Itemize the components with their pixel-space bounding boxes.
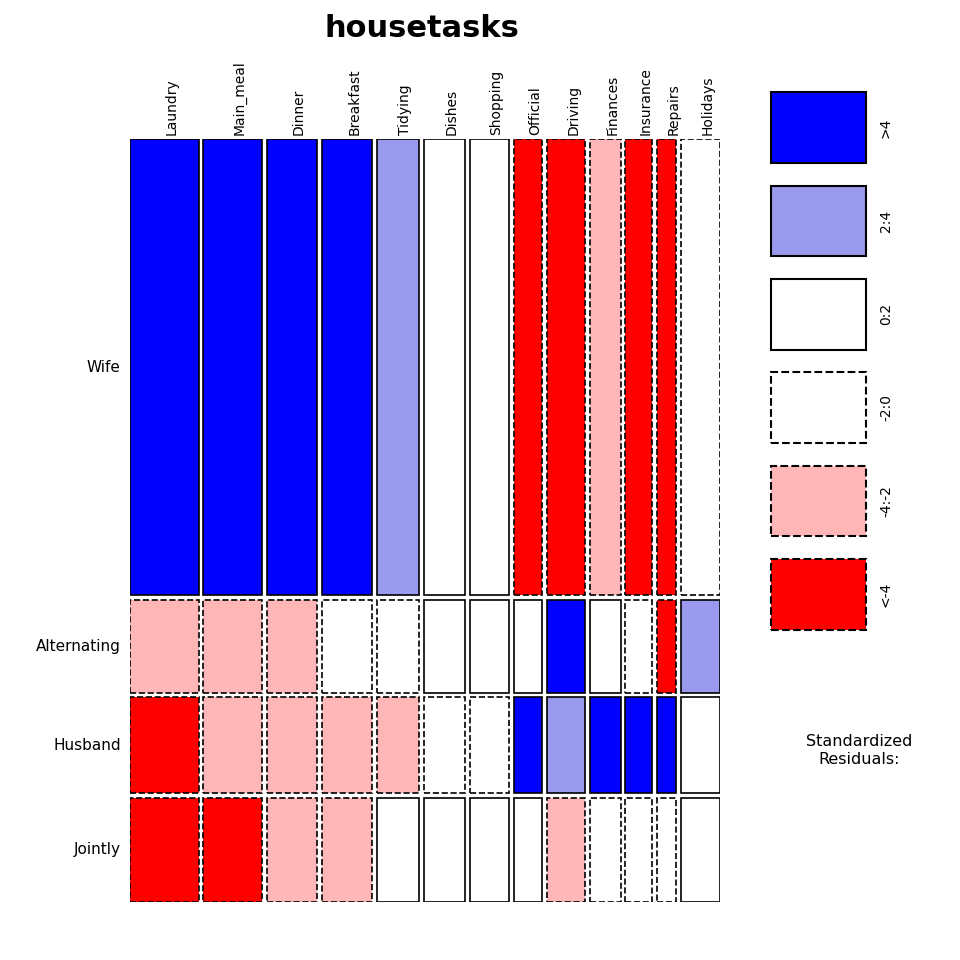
Bar (771, 559, 866, 630)
Bar (130, 698, 199, 793)
Bar (681, 139, 720, 595)
Text: Insurance: Insurance (638, 67, 653, 135)
Bar (267, 798, 318, 902)
Text: Wife: Wife (86, 360, 121, 374)
Bar (377, 798, 420, 902)
Bar (590, 139, 620, 595)
Bar (322, 600, 372, 693)
Bar (469, 698, 510, 793)
Bar (590, 798, 620, 902)
Bar (514, 698, 542, 793)
Bar (204, 798, 262, 902)
Bar (658, 698, 676, 793)
Bar (377, 698, 420, 793)
Bar (514, 600, 542, 693)
Bar (590, 600, 620, 693)
Bar (771, 92, 866, 163)
Text: Standardized
Residuals:: Standardized Residuals: (806, 734, 912, 767)
Text: -2:0: -2:0 (879, 395, 893, 421)
Bar (547, 600, 586, 693)
Text: >4: >4 (879, 117, 893, 137)
Bar (625, 798, 653, 902)
Text: Dishes: Dishes (444, 89, 459, 135)
Bar (469, 798, 510, 902)
Bar (590, 698, 620, 793)
Bar (658, 600, 676, 693)
Bar (514, 139, 542, 595)
Bar (377, 600, 420, 693)
Bar (771, 185, 866, 256)
Text: Main_meal: Main_meal (232, 60, 247, 135)
Bar (681, 698, 720, 793)
Bar (204, 139, 262, 595)
Bar (423, 600, 465, 693)
Bar (625, 139, 653, 595)
Bar (625, 600, 653, 693)
Bar (322, 698, 372, 793)
Bar (681, 600, 720, 693)
Bar (322, 798, 372, 902)
Text: Shopping: Shopping (490, 70, 504, 135)
Text: Tidying: Tidying (398, 84, 412, 135)
Text: -4:-2: -4:-2 (879, 485, 893, 517)
Text: Jointly: Jointly (74, 843, 121, 857)
Bar (547, 798, 586, 902)
Bar (130, 600, 199, 693)
Text: Holidays: Holidays (701, 76, 714, 135)
Text: Laundry: Laundry (164, 79, 179, 135)
Bar (204, 600, 262, 693)
Text: housetasks: housetasks (325, 14, 519, 43)
Text: <-4: <-4 (879, 582, 893, 607)
Text: Husband: Husband (53, 737, 121, 753)
Bar (267, 139, 318, 595)
Text: 0:2: 0:2 (879, 303, 893, 325)
Text: Official: Official (528, 86, 542, 135)
Bar (658, 139, 676, 595)
Bar (681, 798, 720, 902)
Bar (469, 139, 510, 595)
Text: Alternating: Alternating (36, 639, 121, 654)
Bar (771, 279, 866, 349)
Bar (547, 698, 586, 793)
Bar (625, 698, 653, 793)
Bar (469, 600, 510, 693)
Bar (204, 698, 262, 793)
Text: Repairs: Repairs (666, 84, 681, 135)
Bar (267, 698, 318, 793)
Text: 2:4: 2:4 (879, 210, 893, 232)
Text: Finances: Finances (606, 75, 619, 135)
Bar (377, 139, 420, 595)
Bar (423, 698, 465, 793)
Bar (547, 139, 586, 595)
Bar (658, 798, 676, 902)
Bar (130, 139, 199, 595)
Text: Dinner: Dinner (292, 89, 306, 135)
Bar (267, 600, 318, 693)
Bar (423, 139, 465, 595)
Text: Driving: Driving (566, 85, 581, 135)
Text: Breakfast: Breakfast (348, 69, 361, 135)
Bar (771, 372, 866, 443)
Bar (130, 798, 199, 902)
Bar (423, 798, 465, 902)
Bar (514, 798, 542, 902)
Bar (322, 139, 372, 595)
Bar (771, 466, 866, 537)
